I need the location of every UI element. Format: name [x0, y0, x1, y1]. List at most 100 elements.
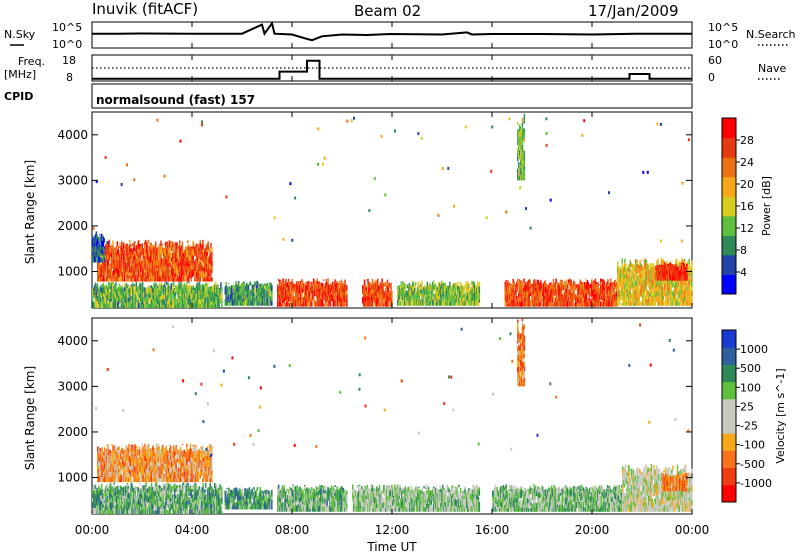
data-cell: [399, 301, 402, 306]
data-cell: [303, 285, 306, 292]
data-cell: [400, 286, 403, 293]
data-cell: [537, 279, 539, 285]
data-cell: [155, 282, 157, 284]
data-cell: [153, 303, 155, 308]
data-cell: [136, 258, 138, 264]
data-cell: [127, 256, 129, 263]
data-cell: [162, 276, 164, 282]
data-cell: [106, 479, 109, 483]
data-cell: [214, 281, 217, 285]
data-cell: [118, 283, 121, 285]
data-cell: [586, 303, 589, 307]
data-cell: [321, 289, 324, 295]
data-cell: [119, 465, 121, 469]
data-cell: [556, 291, 558, 298]
data-cell: [624, 285, 626, 289]
data-cell: [235, 283, 237, 287]
data-cell: [196, 263, 199, 268]
data-cell: [210, 273, 212, 277]
data-cell: [534, 282, 537, 288]
data-cell: [369, 288, 372, 295]
data-cell: [603, 291, 606, 296]
data-cell: [300, 284, 302, 288]
data-cell: [667, 290, 669, 296]
data-cell: [115, 253, 118, 257]
data-cell: [635, 285, 638, 290]
data-cell: [329, 298, 331, 304]
data-cell: [114, 469, 117, 475]
data-cell: [142, 275, 144, 282]
data-cell: [172, 267, 175, 272]
data-cell: [244, 296, 246, 299]
data-cell: [141, 452, 144, 459]
data-cell: [210, 301, 212, 308]
data-cell: [205, 259, 208, 264]
data-cell: [189, 294, 191, 301]
data-cell: [174, 285, 177, 289]
data-cell: [97, 276, 100, 282]
data-cell: [376, 288, 378, 296]
data-cell: [150, 287, 153, 294]
data-cell: [657, 279, 659, 286]
data-cell: [509, 296, 511, 300]
data-cell: [450, 286, 453, 290]
data-cell: [111, 244, 113, 248]
data-cell: [146, 458, 148, 463]
data-cell: [336, 287, 338, 293]
data-cell: [261, 292, 263, 299]
data-cell: [92, 296, 94, 302]
data-cell: [129, 292, 131, 296]
data-cell: [383, 303, 385, 307]
data-cell: [121, 246, 123, 252]
data-cell: [341, 289, 344, 297]
data-cell: [158, 283, 161, 285]
data-cell: [523, 132, 526, 139]
data-cell: [234, 298, 236, 303]
data-cell: [325, 292, 327, 297]
data-cell: [443, 297, 446, 302]
data-cell: [176, 244, 178, 250]
data-cell: [177, 263, 179, 268]
data-cell: [563, 292, 565, 297]
data-cell: [365, 301, 367, 307]
data-cell: [128, 443, 130, 448]
data-cell: [433, 296, 436, 302]
data-cell: [117, 455, 119, 459]
data-cell: [146, 252, 148, 259]
data-cell: [519, 130, 522, 137]
data-cell: [225, 290, 227, 296]
data-cell: [216, 297, 219, 302]
data-cell: [638, 289, 640, 295]
data-cell: [164, 269, 167, 277]
data-cell: [110, 282, 113, 289]
data-cell: [101, 283, 104, 288]
data-cell: [138, 446, 141, 450]
data-cell: [104, 463, 106, 470]
data-cell: [609, 300, 611, 307]
data-cell: [342, 295, 344, 300]
data-cell: [102, 282, 105, 285]
data-cell: [95, 242, 98, 247]
data-cell: [665, 270, 667, 277]
data-cell: [286, 298, 289, 302]
data-cell: [665, 276, 667, 281]
data-cell: [148, 273, 151, 278]
data-cell: [93, 285, 96, 292]
data-cell: [95, 297, 98, 302]
data-cell: [295, 286, 298, 294]
data-cell: [123, 468, 126, 472]
data-cell: [192, 240, 194, 246]
data-cell: [518, 175, 521, 181]
data-cell: [624, 302, 626, 306]
data-cell: [475, 294, 478, 300]
data-cell: [105, 276, 108, 282]
data-cell: [308, 296, 310, 303]
data-cell: [294, 299, 297, 304]
data-cell: [153, 266, 155, 273]
data-cell: [166, 295, 169, 302]
data-cell: [592, 289, 594, 296]
data-cell: [169, 254, 171, 259]
data-cell: [129, 465, 131, 470]
data-cell: [134, 293, 137, 298]
data-cell: [521, 170, 524, 175]
